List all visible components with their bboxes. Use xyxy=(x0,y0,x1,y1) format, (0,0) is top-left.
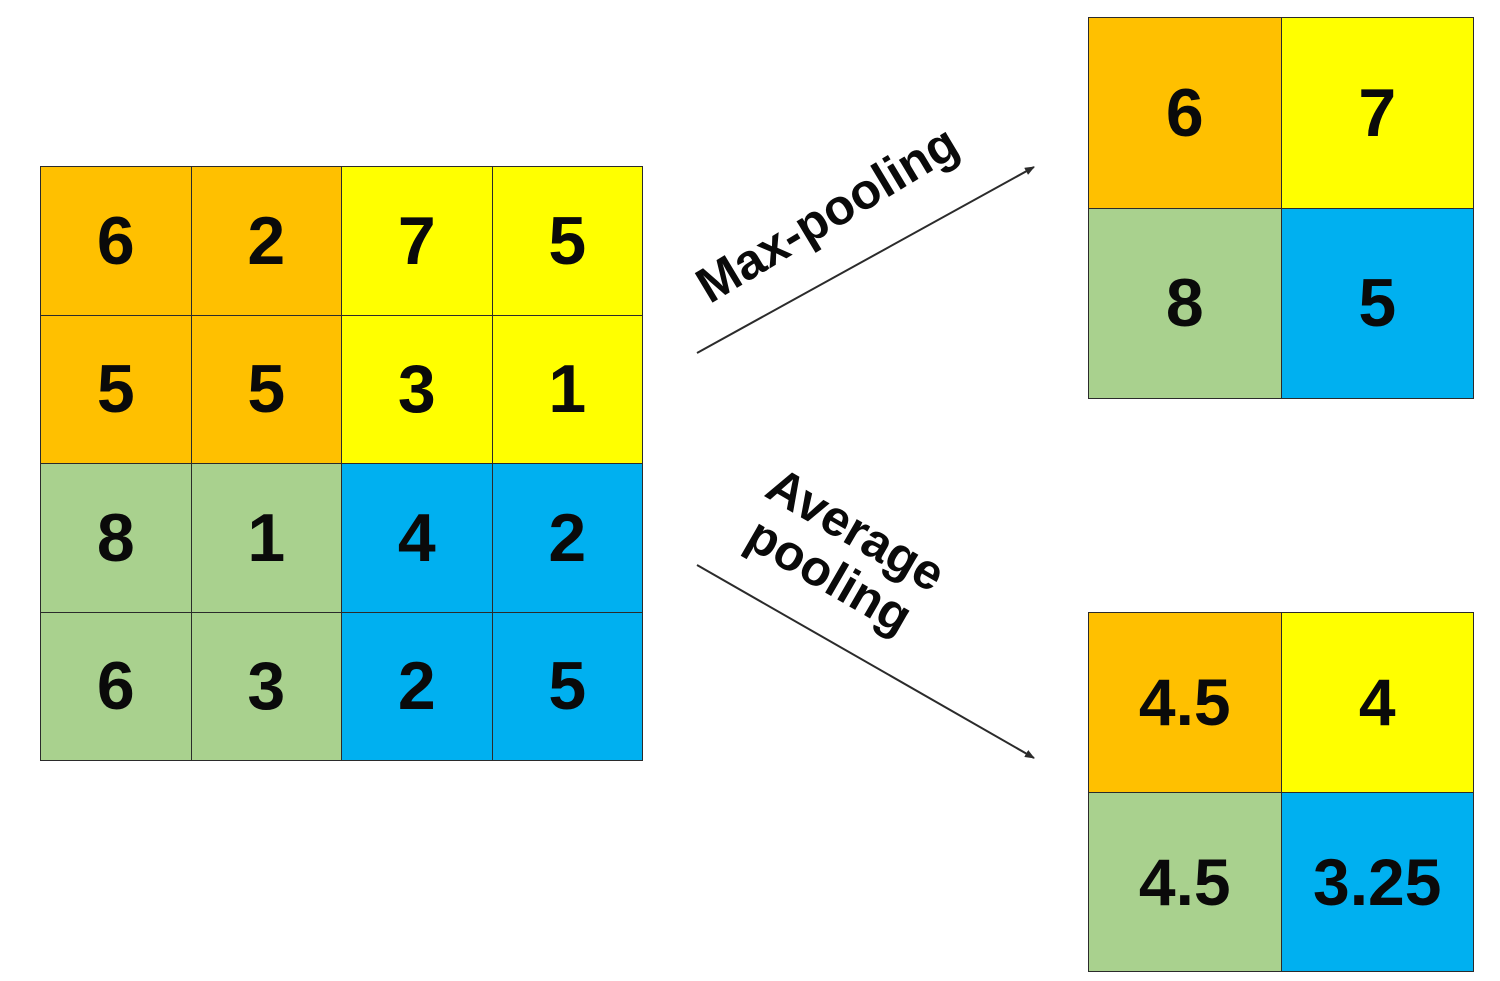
average-pooling-output-matrix: 4.5 4 4.5 3.25 xyxy=(1088,612,1474,972)
max-pooling-cell: 8 xyxy=(1089,208,1282,399)
input-matrix-cell: 6 xyxy=(41,167,192,316)
average-pooling-arrow xyxy=(696,564,1035,759)
max-pooling-cell: 5 xyxy=(1281,208,1474,399)
input-matrix-cell: 2 xyxy=(492,464,643,613)
input-matrix-cell: 4 xyxy=(342,464,493,613)
input-matrix-cell: 3 xyxy=(191,612,342,761)
input-matrix-cell: 8 xyxy=(41,464,192,613)
input-matrix-cell: 5 xyxy=(41,315,192,464)
average-pooling-cell: 4.5 xyxy=(1089,792,1282,972)
input-matrix-cell: 3 xyxy=(342,315,493,464)
input-matrix-cell: 5 xyxy=(492,167,643,316)
input-matrix-cell: 7 xyxy=(342,167,493,316)
input-matrix-cell: 5 xyxy=(492,612,643,761)
average-pooling-cell: 4.5 xyxy=(1089,613,1282,793)
max-pooling-arrow xyxy=(696,166,1035,354)
average-pooling-cell: 3.25 xyxy=(1281,792,1474,972)
max-pooling-cell: 7 xyxy=(1281,18,1474,209)
input-matrix-cell: 6 xyxy=(41,612,192,761)
input-matrix-cell: 1 xyxy=(492,315,643,464)
input-matrix-cell: 1 xyxy=(191,464,342,613)
input-matrix-cell: 5 xyxy=(191,315,342,464)
input-matrix-cell: 2 xyxy=(191,167,342,316)
input-matrix-cell: 2 xyxy=(342,612,493,761)
average-pooling-cell: 4 xyxy=(1281,613,1474,793)
max-pooling-cell: 6 xyxy=(1089,18,1282,209)
